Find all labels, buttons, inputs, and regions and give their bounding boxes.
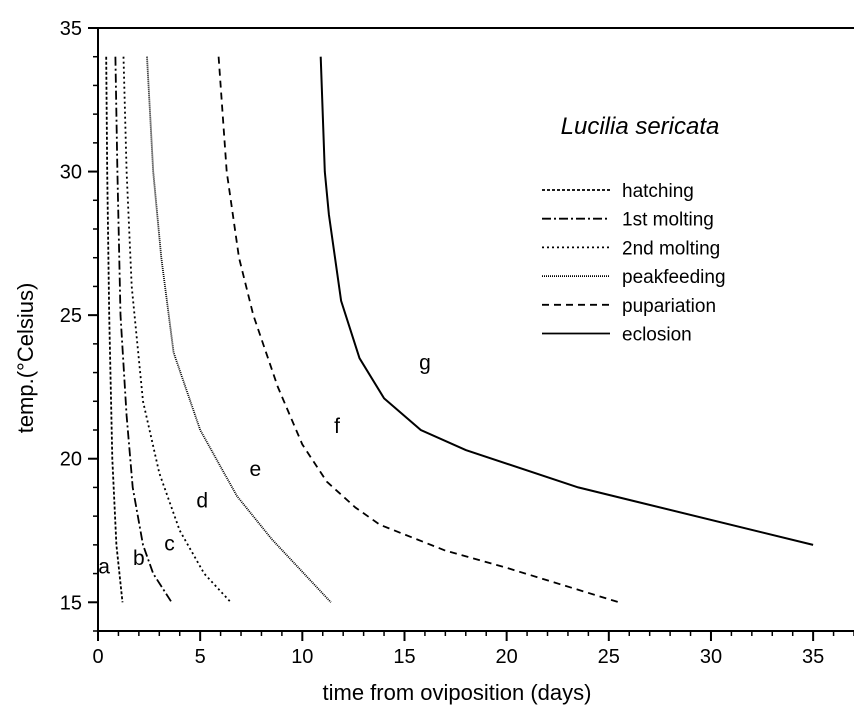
- legend-label: peakfeeding: [622, 267, 726, 288]
- x-axis-ticks: 0 5 10 15 20 25 30 35: [92, 631, 854, 668]
- legend-label: pupariation: [622, 296, 716, 317]
- series-line-pupariation: [217, 56, 620, 604]
- y-tick-label: 15: [60, 592, 82, 614]
- curve-label-a: a: [98, 556, 110, 579]
- y-axis-label: temp.(°Celsius): [13, 283, 38, 434]
- legend-label: 2nd molting: [622, 238, 720, 259]
- series-layer: [105, 56, 814, 604]
- series-line-peakfeeding: [146, 56, 332, 603]
- legend: hatching 1st molting 2nd molting peakfeedin…: [542, 181, 726, 346]
- series-line-hatching: [105, 56, 124, 603]
- y-tick-label: 20: [60, 449, 82, 471]
- x-tick-label: 15: [393, 646, 415, 668]
- y-tick-label: 25: [60, 305, 82, 327]
- y-tick-label: 35: [60, 18, 82, 40]
- chart-title: Lucilia sericata: [561, 113, 720, 140]
- x-tick-label: 35: [802, 646, 824, 668]
- x-axis-label: time from oviposition (days): [323, 680, 592, 705]
- x-tick-label: 0: [92, 646, 103, 668]
- plot-frame: [97, 27, 854, 632]
- curve-label-f: f: [334, 415, 340, 438]
- legend-label: eclosion: [622, 325, 692, 346]
- x-tick-label: 25: [598, 646, 620, 668]
- x-tick-label: 20: [496, 646, 518, 668]
- series-line-2nd-molting: [122, 56, 232, 603]
- curve-label-b: b: [133, 547, 145, 570]
- y-axis-ticks: 15 20 25 30 35: [60, 18, 98, 632]
- curve-label-e: e: [249, 458, 261, 481]
- curve-label-c: c: [164, 533, 175, 556]
- series-line-eclosion: [319, 56, 814, 546]
- x-tick-label: 30: [700, 646, 722, 668]
- curve-label-g: g: [419, 352, 431, 375]
- legend-label: 1st molting: [622, 210, 714, 231]
- curve-annotations: a bcd e f g: [98, 352, 430, 579]
- x-tick-label: 10: [291, 646, 313, 668]
- curve-label-d: d: [196, 490, 208, 513]
- y-tick-label: 30: [60, 162, 82, 184]
- x-tick-label: 5: [195, 646, 206, 668]
- legend-label: hatching: [622, 181, 694, 202]
- series-line-1st-molting: [114, 56, 173, 603]
